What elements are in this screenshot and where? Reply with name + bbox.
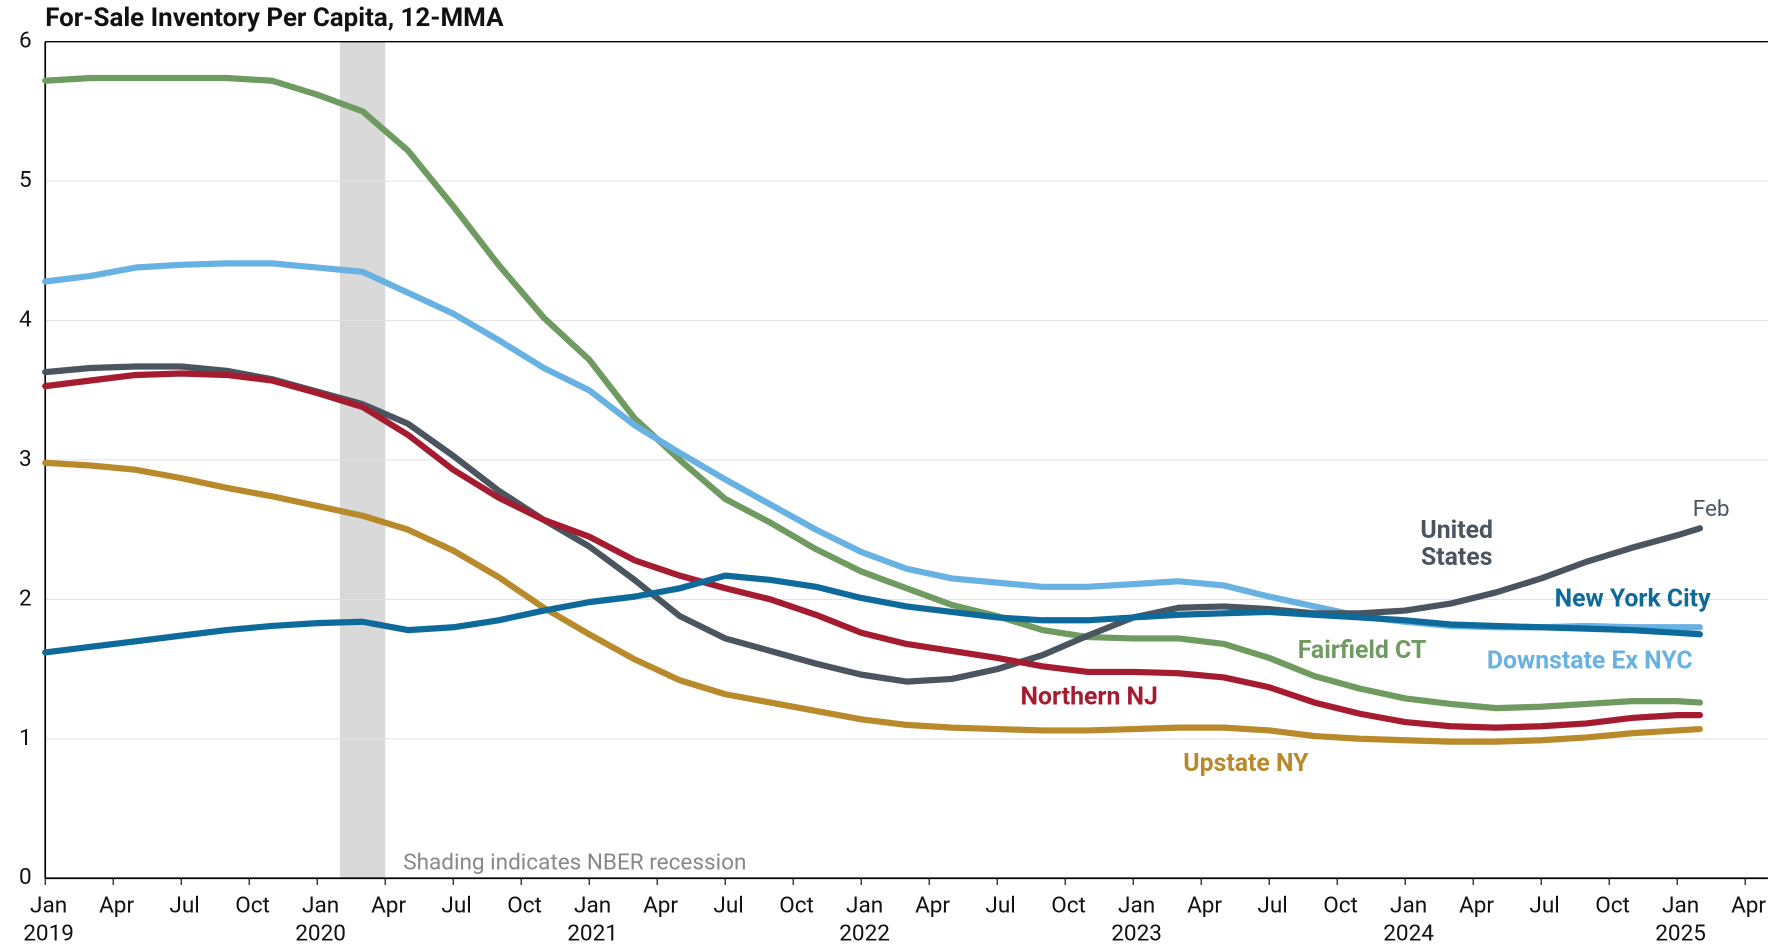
x-tick-label: Jan <box>302 891 339 918</box>
recession-note: Shading indicates NBER recession <box>403 849 746 876</box>
x-tick-label: Jul <box>1529 891 1559 918</box>
y-tick-label: 2 <box>19 584 32 611</box>
x-tick-label: Jul <box>985 891 1015 918</box>
x-year-label: 2019 <box>23 920 74 947</box>
x-year-label: 2020 <box>295 920 346 947</box>
x-year-label: 2022 <box>839 920 890 947</box>
series-label: Downstate Ex NYC <box>1487 646 1693 675</box>
x-year-label: 2021 <box>567 920 618 947</box>
x-tick-label: Apr <box>371 891 406 918</box>
x-tick-label: Jan <box>30 891 67 918</box>
x-tick-label: Apr <box>99 891 134 918</box>
series-label: New York City <box>1555 584 1711 613</box>
y-tick-label: 5 <box>19 166 32 193</box>
x-tick-label: Oct <box>779 891 814 918</box>
y-tick-label: 6 <box>19 27 32 54</box>
end-annotation: Feb <box>1693 495 1730 522</box>
y-tick-label: 4 <box>19 306 32 333</box>
x-tick-label: Jan <box>1662 891 1699 918</box>
x-year-label: 2025 <box>1655 920 1706 947</box>
series-label: Fairfield CT <box>1298 636 1427 665</box>
x-tick-label: Jan <box>1390 891 1427 918</box>
x-tick-label: Jan <box>574 891 611 918</box>
x-tick-label: Apr <box>1731 891 1766 918</box>
y-tick-label: 3 <box>19 445 32 472</box>
x-tick-label: Oct <box>235 891 270 918</box>
y-tick-label: 0 <box>19 863 32 890</box>
x-tick-label: Jan <box>1118 891 1155 918</box>
series-line <box>42 370 1703 731</box>
x-tick-label: Oct <box>507 891 542 918</box>
x-tick-label: Oct <box>1051 891 1086 918</box>
series-label: United States <box>1420 516 1493 572</box>
series-label: Upstate NY <box>1183 749 1309 778</box>
x-tick-label: Jul <box>441 891 471 918</box>
series-line <box>42 572 1703 656</box>
series-line <box>42 459 1703 745</box>
chart-title: For-Sale Inventory Per Capita, 12-MMA <box>45 3 504 33</box>
x-tick-label: Oct <box>1323 891 1358 918</box>
x-year-label: 2024 <box>1383 920 1434 947</box>
x-year-label: 2023 <box>1111 920 1162 947</box>
x-tick-label: Jul <box>1257 891 1287 918</box>
series-line <box>42 74 1703 712</box>
y-tick-label: 1 <box>19 724 32 751</box>
x-tick-label: Jul <box>169 891 199 918</box>
x-tick-label: Apr <box>1459 891 1494 918</box>
x-tick-label: Oct <box>1595 891 1630 918</box>
x-tick-label: Jan <box>846 891 883 918</box>
x-tick-label: Jul <box>713 891 743 918</box>
x-tick-label: Apr <box>1187 891 1222 918</box>
x-tick-label: Apr <box>915 891 950 918</box>
series-label: Northern NJ <box>1021 682 1158 711</box>
x-tick-label: Apr <box>643 891 678 918</box>
